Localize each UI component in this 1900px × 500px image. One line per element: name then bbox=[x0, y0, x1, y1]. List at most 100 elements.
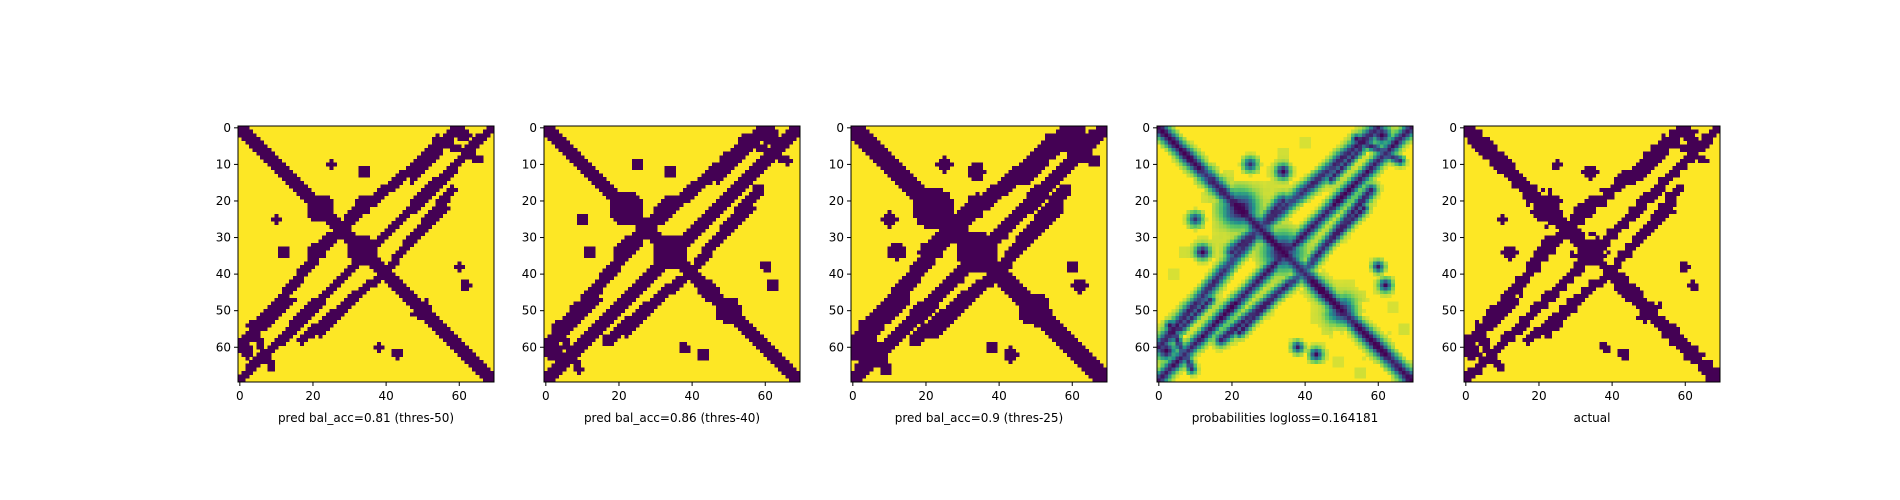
heatmap-cell bbox=[752, 199, 757, 204]
heatmap-cell bbox=[1059, 191, 1064, 196]
heatmap-cell bbox=[1306, 136, 1311, 141]
heatmap-cell bbox=[1208, 177, 1213, 182]
heatmap-cell bbox=[964, 257, 969, 262]
heatmap-cell bbox=[270, 345, 275, 350]
heatmap-cell bbox=[993, 195, 998, 200]
heatmap-cell bbox=[686, 228, 691, 233]
heatmap-cell bbox=[609, 305, 614, 310]
heatmap-cell bbox=[307, 334, 312, 339]
heatmap-cell bbox=[920, 221, 925, 226]
heatmap-cell bbox=[745, 330, 750, 335]
heatmap-cell bbox=[373, 195, 378, 200]
heatmap-cell bbox=[358, 243, 363, 248]
heatmap-cell bbox=[1044, 330, 1049, 335]
heatmap-cell bbox=[1000, 279, 1005, 284]
heatmap-cell bbox=[946, 286, 951, 291]
heatmap-cell bbox=[406, 243, 411, 248]
heatmap-cell bbox=[938, 283, 943, 288]
heatmap-cell bbox=[245, 367, 250, 372]
heatmap-cell bbox=[902, 305, 907, 310]
heatmap-cell bbox=[420, 202, 425, 207]
heatmap-cell bbox=[1394, 166, 1399, 171]
heatmap-cell bbox=[435, 140, 440, 145]
heatmap-cell bbox=[872, 330, 877, 335]
heatmap-cell bbox=[289, 177, 294, 182]
heatmap-cell bbox=[682, 254, 687, 259]
heatmap-cell bbox=[1059, 188, 1064, 193]
heatmap-cell bbox=[763, 264, 768, 269]
heatmap-cell bbox=[1281, 173, 1286, 178]
heatmap-cell bbox=[1033, 301, 1038, 306]
heatmap-cell bbox=[1306, 177, 1311, 182]
heatmap-cell bbox=[554, 136, 559, 141]
heatmap-cell bbox=[898, 173, 903, 178]
heatmap-cell bbox=[887, 155, 892, 160]
heatmap-cell bbox=[935, 162, 940, 167]
heatmap-cell bbox=[704, 352, 709, 357]
heatmap-cell bbox=[620, 261, 625, 266]
heatmap-cell bbox=[322, 202, 327, 207]
heatmap-cell bbox=[424, 188, 429, 193]
heatmap-cell bbox=[1015, 294, 1020, 299]
heatmap-cell bbox=[1055, 166, 1060, 171]
heatmap-cell bbox=[565, 312, 570, 317]
heatmap-cell bbox=[679, 243, 684, 248]
heatmap-cell bbox=[395, 352, 400, 357]
heatmap-cell bbox=[920, 195, 925, 200]
heatmap-cell bbox=[1055, 327, 1060, 332]
heatmap-cell bbox=[781, 136, 786, 141]
heatmap-cell bbox=[690, 224, 695, 229]
heatmap-cell bbox=[942, 235, 947, 240]
heatmap-cell bbox=[457, 341, 462, 346]
heatmap-cell bbox=[752, 334, 757, 339]
heatmap-cell bbox=[785, 155, 790, 160]
heatmap-cell bbox=[905, 283, 910, 288]
heatmap-cell bbox=[1026, 210, 1031, 215]
heatmap-cell bbox=[935, 305, 940, 310]
heatmap-cell bbox=[898, 243, 903, 248]
heatmap-cell bbox=[420, 232, 425, 237]
heatmap-cell bbox=[774, 352, 779, 357]
heatmap-cell bbox=[979, 206, 984, 211]
heatmap-cell bbox=[979, 286, 984, 291]
heatmap-cell bbox=[1208, 184, 1213, 189]
heatmap-cell bbox=[420, 312, 425, 317]
heatmap-cell bbox=[887, 169, 892, 174]
heatmap-cell bbox=[624, 246, 629, 251]
heatmap-cell bbox=[887, 349, 892, 354]
heatmap-cell bbox=[1292, 180, 1297, 185]
heatmap-cell bbox=[935, 327, 940, 332]
heatmap-cell bbox=[303, 188, 308, 193]
heatmap-cell bbox=[767, 261, 772, 266]
heatmap-cell bbox=[1193, 144, 1198, 149]
heatmap-cell bbox=[1099, 378, 1104, 383]
heatmap-cell bbox=[767, 162, 772, 167]
heatmap-cell bbox=[613, 268, 618, 273]
heatmap-cell bbox=[880, 308, 885, 313]
heatmap-cell bbox=[635, 224, 640, 229]
heatmap-cell bbox=[993, 261, 998, 266]
heatmap-cell bbox=[734, 184, 739, 189]
heatmap-cell bbox=[602, 272, 607, 277]
heatmap-cell bbox=[1074, 144, 1079, 149]
x-axis-label: pred bal_acc=0.9 (thres-25) bbox=[895, 411, 1064, 425]
heatmap-cell bbox=[986, 206, 991, 211]
heatmap-cell bbox=[1361, 166, 1366, 171]
heatmap-cell bbox=[913, 338, 918, 343]
heatmap-cell bbox=[690, 195, 695, 200]
heatmap-cell bbox=[909, 268, 914, 273]
heatmap-cell bbox=[734, 297, 739, 302]
heatmap-cell bbox=[576, 352, 581, 357]
heatmap-cell bbox=[664, 235, 669, 240]
heatmap-cell bbox=[730, 155, 735, 160]
heatmap-cell bbox=[891, 250, 896, 255]
heatmap-cell bbox=[650, 221, 655, 226]
heatmap-cell bbox=[395, 180, 400, 185]
heatmap-cell bbox=[1328, 180, 1333, 185]
heatmap-cell bbox=[701, 173, 706, 178]
heatmap-cell bbox=[1008, 356, 1013, 361]
heatmap-cell bbox=[865, 136, 870, 141]
heatmap-cell bbox=[544, 345, 549, 350]
heatmap-cell bbox=[880, 371, 885, 376]
heatmap-cell bbox=[664, 206, 669, 211]
